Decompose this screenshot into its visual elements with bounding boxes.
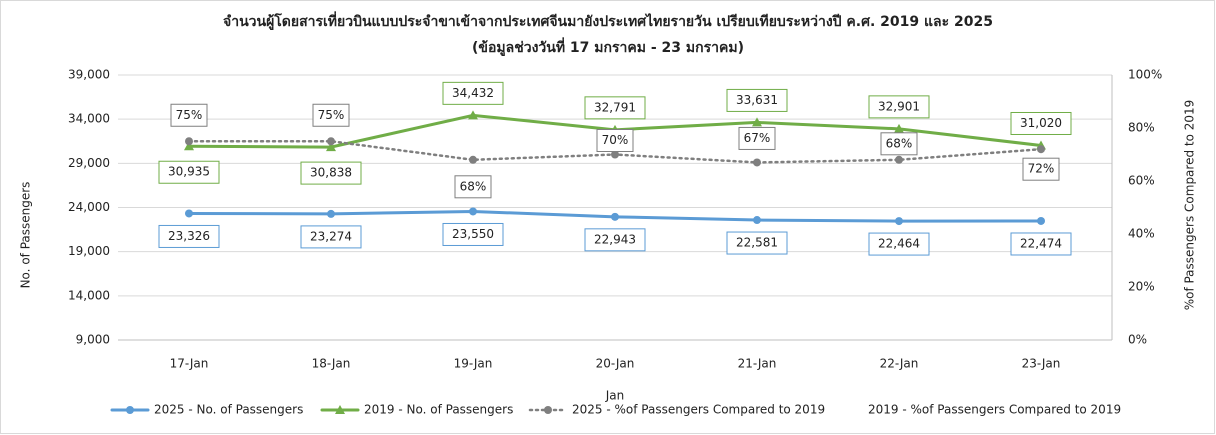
x-axis-label: Jan	[605, 389, 625, 403]
y-tick-label: 9,000	[76, 333, 110, 347]
point	[752, 117, 762, 127]
x-tick-label: 21-Jan	[738, 357, 777, 371]
data-label-box	[1010, 111, 1072, 135]
data-label-box	[584, 228, 646, 252]
data-label: 22,464	[878, 237, 920, 251]
data-label: 30,838	[310, 166, 352, 180]
data-label-box	[158, 160, 220, 184]
y-tick-label: 19,000	[68, 244, 110, 258]
y-tick-label: 34,000	[68, 112, 110, 126]
data-label: 34,432	[452, 86, 494, 100]
y-tick-label: 24,000	[68, 200, 110, 214]
data-label-box	[442, 222, 504, 246]
point	[468, 110, 478, 120]
data-label-box	[1022, 157, 1060, 181]
data-label-box	[726, 231, 788, 255]
y2-tick-label: 20%	[1128, 280, 1155, 294]
point	[611, 212, 619, 221]
legend-marker	[335, 405, 345, 414]
y-tick-label: 29,000	[68, 156, 110, 170]
data-label: 22,943	[594, 232, 636, 246]
data-label-box	[300, 161, 362, 185]
y2-tick-label: 80%	[1128, 121, 1155, 135]
data-label: 22,581	[736, 236, 778, 250]
data-label-box	[158, 224, 220, 248]
data-label: 31,020	[1020, 116, 1062, 130]
data-label: 68%	[886, 136, 913, 150]
point	[184, 141, 194, 151]
point	[327, 209, 335, 218]
legend-label: 2025 - No. of Passengers	[154, 403, 303, 417]
point	[1037, 145, 1045, 154]
point	[469, 155, 477, 164]
y2-tick-label: 60%	[1128, 174, 1155, 188]
data-label-box	[868, 232, 930, 256]
data-label-box	[726, 88, 788, 112]
point	[469, 207, 477, 216]
point	[894, 123, 904, 133]
x-tick-label: 20-Jan	[596, 357, 635, 371]
y2-tick-label: 100%	[1128, 68, 1162, 82]
data-label: 32,901	[878, 99, 920, 113]
x-tick-label: 22-Jan	[880, 357, 919, 371]
data-label-box	[868, 95, 930, 119]
data-label-box	[1010, 232, 1072, 256]
x-tick-label: 23-Jan	[1022, 357, 1061, 371]
data-label: 22,474	[1020, 236, 1062, 250]
data-label-box	[596, 129, 634, 152]
chart-subtitle: (ข้อมูลช่วงวันที่ 17 มกราคม - 23 มกราคม)	[472, 37, 744, 56]
chart-title: จำนวนผู้โดยสารเที่ยวบินแบบประจำขาเข้าจาก…	[223, 11, 993, 30]
legend-label: 2019 - No. of Passengers	[364, 403, 513, 417]
data-label: 67%	[744, 131, 771, 145]
point	[611, 150, 619, 159]
data-label: 70%	[602, 133, 629, 147]
data-label-box	[300, 225, 362, 249]
x-tick-label: 18-Jan	[312, 357, 351, 371]
data-label-box	[738, 126, 776, 150]
data-label: 23,326	[168, 229, 210, 243]
x-tick-label: 17-Jan	[170, 357, 209, 371]
data-label: 68%	[460, 179, 487, 193]
data-label-box	[442, 81, 504, 105]
y-tick-label: 39,000	[68, 68, 110, 82]
data-label: 30,935	[168, 165, 210, 179]
data-label: 72%	[1028, 162, 1055, 176]
data-label: 32,791	[594, 100, 636, 114]
data-label-box	[312, 103, 350, 127]
y-tick-label: 14,000	[68, 288, 110, 302]
point	[895, 217, 903, 226]
point	[185, 137, 193, 146]
y2-tick-label: 40%	[1128, 227, 1155, 241]
legend-label: 2019 - %of Passengers Compared to 2019	[868, 403, 1121, 417]
data-label-box	[170, 103, 208, 127]
y-axis-label: No. of Passengers	[19, 182, 33, 289]
data-label-box	[454, 175, 492, 199]
data-label: 23,550	[452, 227, 494, 241]
legend-label: 2025 - %of Passengers Compared to 2019	[572, 403, 825, 417]
legend-marker	[126, 406, 134, 414]
data-label-box	[584, 96, 646, 120]
point	[753, 158, 761, 167]
y2-axis-label: %of Passengers Compared to 2019	[1183, 100, 1197, 311]
point	[327, 137, 335, 146]
point	[1037, 216, 1045, 225]
legend-marker	[544, 406, 552, 414]
data-label: 75%	[176, 108, 203, 122]
y2-tick-label: 0%	[1128, 333, 1147, 347]
data-label: 75%	[318, 108, 345, 122]
point	[895, 155, 903, 164]
x-tick-label: 19-Jan	[454, 357, 493, 371]
data-label-box	[880, 132, 918, 156]
data-label: 23,274	[310, 229, 352, 243]
point	[753, 216, 761, 225]
point	[185, 209, 193, 218]
point	[326, 142, 336, 152]
data-label: 33,631	[736, 93, 778, 107]
